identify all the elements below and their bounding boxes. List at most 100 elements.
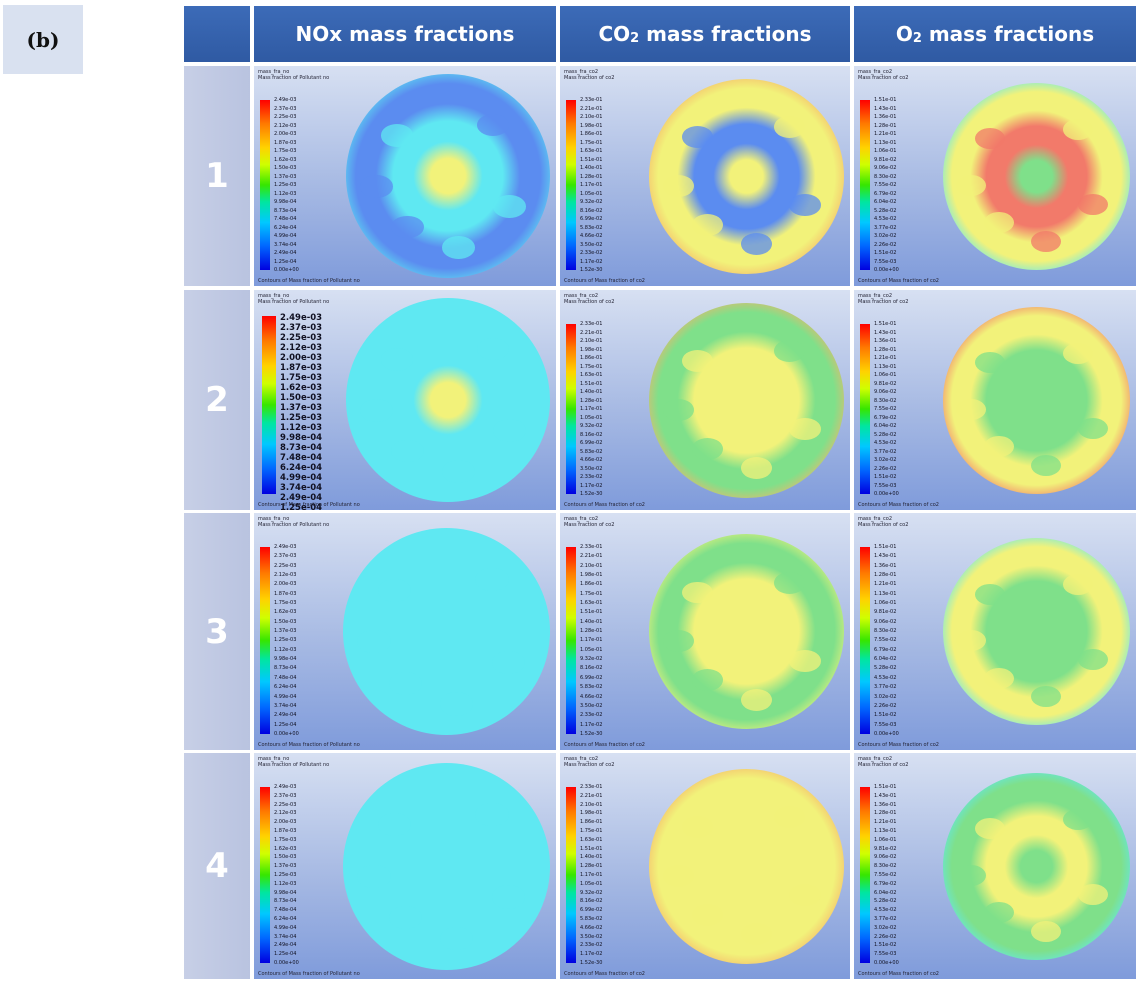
colormap-tick-label: 9.81e-02 [874,157,899,163]
colormap-tick-label: 2.25e-03 [274,114,299,120]
colormap-tick-label: 1.51e-02 [874,942,899,948]
colormap-tick-label: 1.50e-03 [274,165,299,171]
colormap-tick-label: 2.33e-02 [580,712,602,718]
colormap-tick-label: 1.37e-03 [280,403,326,413]
contour-blob [442,460,475,483]
colormap-tick-label: 1.25e-04 [274,951,299,957]
colormap-tick-label: 2.33e-01 [580,784,602,790]
contour-blob [984,668,1014,689]
colormap-tick-label: 2.37e-03 [280,323,326,333]
contour-blob [1063,574,1093,595]
panel-caption: Contours of Mass fraction of co2 [564,278,645,284]
colormap-tick-label: 8.16e-02 [580,898,602,904]
colormap-tick-label: 8.73e-04 [274,665,299,671]
colormap-tick-label: 6.04e-02 [874,656,899,662]
colormap-tick-label: 1.05e-01 [580,647,602,653]
colormap-tick-label: 1.75e-03 [274,148,299,154]
colormap-tick-label: 1.21e-01 [874,131,899,137]
contour-blob [975,818,1005,839]
colormap-tick-label: 2.33e-02 [580,942,602,948]
colormap-tick-label: 7.55e-02 [874,637,899,643]
panel-variable-title: Mass fraction of Pollutant no [258,299,329,305]
colormap-tick-label: 7.55e-02 [874,406,899,412]
contour-panel-o2-row-2: mass_fra_co2 Mass fraction of co2 1.51e-01… [854,290,1136,510]
contour-blob [663,630,694,652]
contour-blob [440,692,473,715]
panel-caption: Contours of Mass fraction of co2 [858,742,939,748]
contour-blob [663,175,694,197]
colormap-tick-labels: 2.49e-03 2.37e-03 2.25e-03 2.12e-03 2.00e-03… [280,313,326,497]
colormap-tick-label: 1.50e-03 [274,619,299,625]
colormap-tick-label: 1.06e-01 [874,372,899,378]
colormap-tick-label: 8.73e-04 [274,898,299,904]
colormap-tick-label: 1.62e-03 [274,609,299,615]
contour-blob [789,418,820,440]
contour-blob [378,579,411,602]
colormap-tick-label: 9.06e-02 [874,619,899,625]
contour-blob [492,885,525,908]
colormap-tick-label: 1.12e-03 [274,647,299,653]
colormap-tick-label: 1.28e-01 [580,628,602,634]
colormap-tick-label: 2.25e-03 [280,333,326,343]
contour-panel-no-row-2: mass_fra_no Mass fraction of Pollutant no… [254,290,556,510]
contour-blob [956,630,986,651]
colormap-tick-label: 6.79e-02 [874,191,899,197]
contour-blob [692,214,723,236]
colormap-tick-label: 1.36e-01 [874,802,899,808]
contour-blob [1031,686,1061,707]
colormap-tick-label: 2.37e-03 [274,106,299,112]
colormap-tick-label: 9.81e-02 [874,846,899,852]
colormap-tick-label: 8.16e-02 [580,665,602,671]
colormap-tick-label: 4.66e-02 [580,233,602,239]
colormap-tick-label: 2.10e-01 [580,338,602,344]
colormap-tick-label: 9.98e-04 [274,890,299,896]
contour-blob [475,803,508,826]
contour-blob [741,689,772,711]
colormap-tick-label: 4.99e-04 [274,233,299,239]
colormap-tick-label: 9.06e-02 [874,165,899,171]
colormap-tick-label: 1.51e-02 [874,474,899,480]
colormap-tick-label: 2.49e-03 [274,544,299,550]
colormap-tick-label: 6.24e-04 [274,684,299,690]
colormap-tick-label: 5.83e-02 [580,225,602,231]
colormap-tick-label: 3.02e-02 [874,694,899,700]
colormap-tick-label: 5.28e-02 [874,432,899,438]
panel-variable-title: Mass fraction of co2 [564,299,614,305]
colormap-tick-label: 1.62e-03 [274,157,299,163]
colormap-tick-label: 1.25e-03 [280,413,326,423]
colormap-bar [860,100,870,270]
contour-blob [975,352,1005,373]
contour-disc [943,538,1130,725]
contour-blob [663,399,694,421]
colormap-tick-label: 1.43e-01 [874,106,899,112]
colormap-tick-label: 1.51e-01 [580,846,602,852]
colormap-tick-label: 1.43e-01 [874,553,899,559]
colormap-tick-label: 3.77e-02 [874,684,899,690]
colormap-tick-label: 3.50e-02 [580,934,602,940]
colormap-tick-label: 1.21e-01 [874,581,899,587]
colormap-tick-label: 2.00e-03 [274,819,299,825]
contour-blob [1031,921,1061,942]
colormap-tick-label: 1.13e-01 [874,364,899,370]
contour-blob [1063,809,1093,830]
colormap-tick-label: 2.21e-01 [580,793,602,799]
contour-blob [956,399,986,420]
panel-caption: Contours of Mass fraction of Pollutant n… [258,502,360,508]
colormap-tick-label: 0.00e+00 [874,731,899,737]
colormap-tick-label: 8.16e-02 [580,432,602,438]
colormap-tick-label: 1.05e-01 [580,881,602,887]
colormap-tick-label: 9.32e-02 [580,656,602,662]
contour-blob [682,816,713,838]
colormap-tick-label: 1.17e-01 [580,637,602,643]
colormap-tick-label: 1.98e-01 [580,123,602,129]
panel-caption: Contours of Mass fraction of Pollutant n… [258,278,360,284]
colormap-tick-label: 2.25e-03 [274,802,299,808]
colormap-tick-label: 6.99e-02 [580,216,602,222]
colormap-tick-label: 1.86e-01 [580,131,602,137]
colormap-tick-label: 1.17e-01 [580,872,602,878]
contour-blob [789,194,820,216]
colormap-tick-label: 2.49e-03 [280,313,326,323]
colormap-tick-label: 1.28e-01 [874,572,899,578]
contour-blob [682,350,713,372]
colormap-tick-label: 1.05e-01 [580,415,602,421]
